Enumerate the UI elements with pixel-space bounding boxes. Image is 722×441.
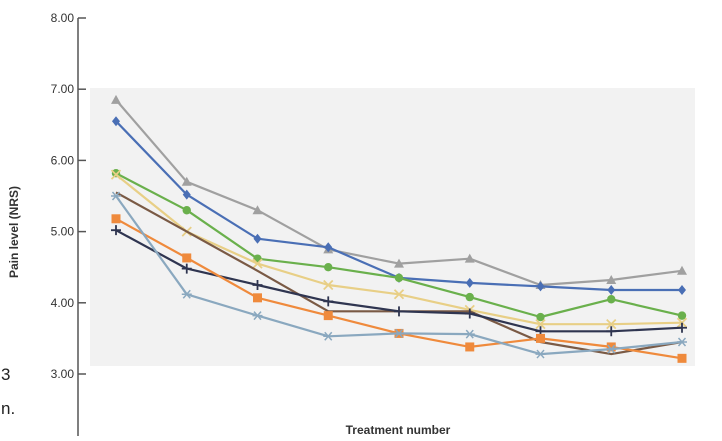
data-point	[677, 322, 687, 333]
data-point	[252, 258, 263, 269]
data-point	[253, 293, 262, 303]
y-tick-label: 8.00	[51, 11, 75, 25]
data-point	[677, 265, 687, 275]
series-6	[111, 225, 687, 337]
data-point	[111, 214, 121, 224]
data-point	[252, 311, 263, 321]
stray-text-line-2: n.	[1, 399, 16, 418]
y-axis-ticks: 3.00 4.00 5.00 6.00 7.00 8.00	[51, 11, 86, 381]
data-point	[606, 344, 617, 354]
data-point	[181, 289, 192, 299]
data-point	[464, 253, 475, 263]
data-point	[536, 333, 545, 343]
y-tick-label: 5.00	[51, 225, 75, 239]
data-point	[465, 277, 474, 288]
data-point	[394, 273, 404, 283]
data-point	[111, 191, 121, 201]
data-point	[677, 337, 687, 347]
data-point	[677, 353, 687, 363]
data-point	[536, 281, 545, 292]
data-point	[677, 311, 687, 320]
data-point	[181, 263, 192, 274]
data-point	[111, 94, 121, 104]
data-point	[182, 253, 192, 263]
data-point	[252, 280, 263, 290]
data-point	[606, 319, 617, 330]
data-point	[112, 116, 120, 127]
data-point	[110, 169, 122, 180]
data-point	[182, 189, 191, 200]
data-point	[606, 342, 616, 352]
data-point	[394, 258, 404, 268]
data-point	[535, 349, 546, 359]
data-point	[606, 275, 617, 285]
data-point	[535, 319, 546, 330]
y-tick-label: 7.00	[51, 82, 75, 96]
data-point	[607, 295, 616, 304]
data-point	[678, 284, 686, 295]
y-tick-label: 4.00	[51, 296, 75, 310]
data-point	[324, 242, 333, 253]
data-point	[323, 331, 334, 341]
data-point	[464, 329, 475, 339]
series-8	[111, 191, 687, 359]
data-point	[323, 296, 334, 307]
data-point	[324, 263, 333, 272]
data-point	[394, 328, 404, 338]
data-point	[181, 176, 192, 186]
data-point	[323, 279, 334, 291]
data-point	[252, 205, 263, 215]
data-point	[394, 306, 404, 317]
data-point	[253, 233, 262, 244]
series-3	[111, 169, 687, 322]
data-point	[607, 284, 616, 295]
stray-text-line-1: 3	[1, 365, 11, 384]
x-axis-label: Treatment number	[346, 423, 451, 436]
data-point	[111, 225, 121, 236]
data-point	[393, 289, 405, 300]
data-point	[465, 342, 475, 352]
data-point	[464, 308, 475, 319]
series-layer	[110, 94, 688, 363]
y-tick-label: 3.00	[51, 367, 75, 381]
data-point	[323, 311, 333, 321]
y-axis-label: Pain level (NRS)	[7, 186, 21, 278]
y-tick-label: 6.00	[51, 153, 75, 167]
data-point	[465, 292, 474, 302]
data-point	[606, 326, 617, 337]
data-point	[182, 206, 191, 215]
data-point	[536, 312, 545, 322]
